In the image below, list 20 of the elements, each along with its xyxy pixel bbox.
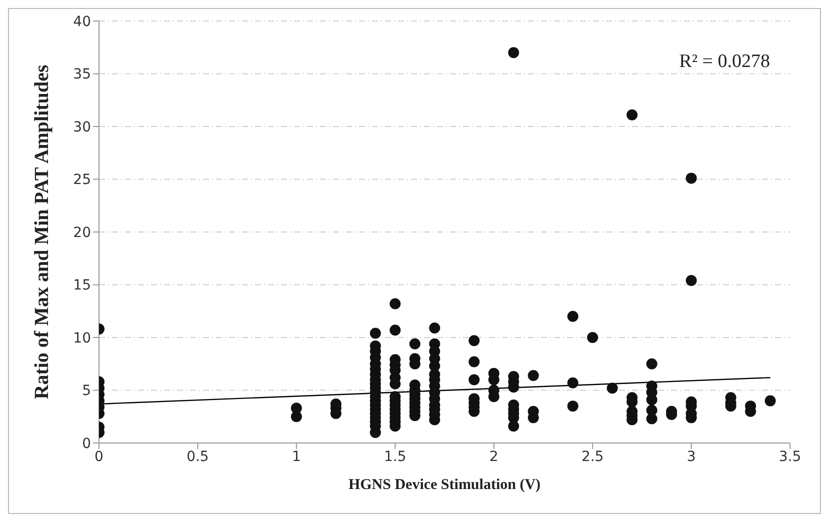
x-axis-title: HGNS Device Stimulation (V) [348,477,541,493]
y-tick-label: 30 [73,119,91,136]
y-tick-label: 25 [73,172,91,188]
y-tick-label: 10 [73,330,91,346]
y-tick-label: 5 [82,383,91,400]
x-tick-label: 2 [489,448,498,465]
annotation: R² = 0.0278 [679,51,770,72]
x-tick-label: 3 [686,448,696,465]
y-tick-label: 40 [73,14,91,30]
y-tick-label: 35 [73,66,91,83]
y-tick-label: 15 [73,278,91,294]
y-axis-title: Ratio of Max and Min PAT Amplitudes [31,64,54,400]
x-tick-label: 1.5 [384,448,406,465]
y-tick-label: 20 [73,224,91,241]
x-tick-label: 1 [292,448,301,465]
x-tick-label: 0 [94,448,104,465]
x-tick-label: 0.5 [186,448,209,465]
x-tick-label: 3.5 [778,448,802,465]
y-tick-label: 0 [82,436,91,452]
x-tick-label: 2.5 [581,448,604,465]
